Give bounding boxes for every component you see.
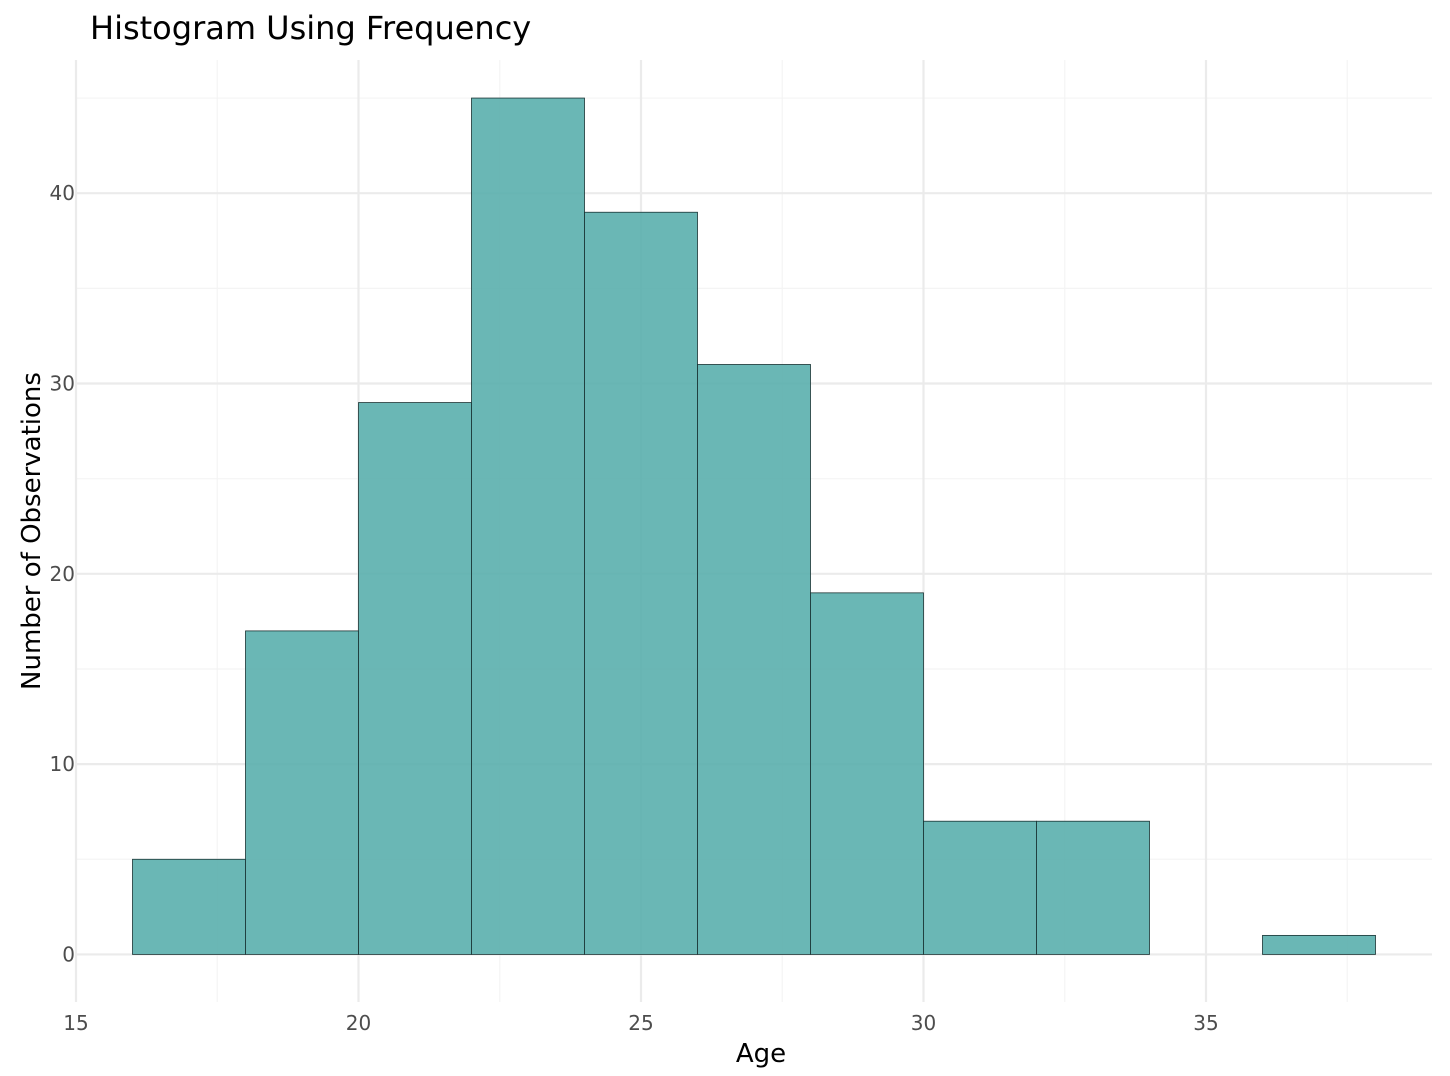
y-tick-label: 20 [50,562,75,586]
x-tick-label: 20 [346,1011,371,1035]
y-tick-label: 10 [50,752,75,776]
histogram-bar-1 [245,630,359,955]
x-tick-label: 35 [1193,1011,1218,1035]
histogram-bars [132,97,1376,955]
x-tick-label: 30 [911,1011,936,1035]
y-axis-tick-labels: 0 10 20 30 40 [50,181,75,966]
histogram-bar-8 [1036,820,1150,955]
y-tick-label: 0 [62,942,75,966]
histogram-bar-10 [1262,934,1376,955]
histogram-bar-3 [471,97,585,955]
histogram-bar-7 [923,820,1037,955]
y-tick-label: 40 [50,181,75,205]
histogram-bar-2 [358,402,472,955]
histogram-bar-0 [132,858,246,955]
x-tick-label: 15 [63,1011,88,1035]
y-tick-label: 30 [50,372,75,396]
x-axis-tick-labels: 15 20 25 30 35 [63,1011,1218,1035]
x-axis-title: Age [736,1039,786,1069]
chart-title: Histogram Using Frequency [90,9,531,47]
histogram-bar-5 [697,364,811,955]
histogram-bar-6 [810,592,924,955]
histogram-bar-4 [584,211,698,955]
x-tick-label: 25 [628,1011,653,1035]
y-axis-title: Number of Observations [17,372,47,690]
